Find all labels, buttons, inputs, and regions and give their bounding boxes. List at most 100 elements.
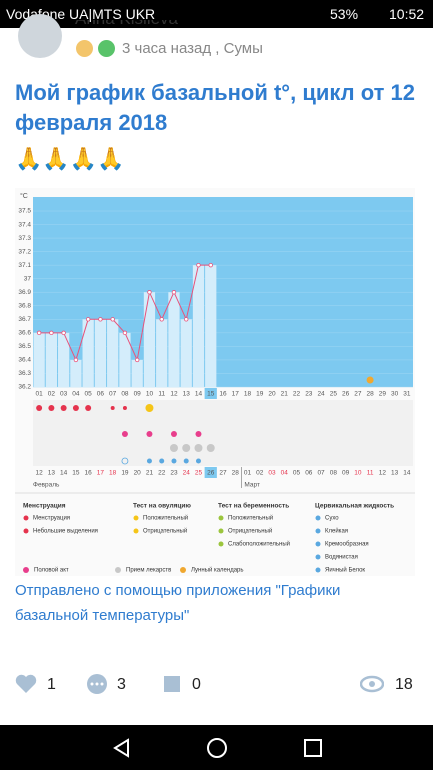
- drop-icon: [72, 405, 79, 411]
- pill-icon: [182, 444, 191, 452]
- drop-icon: [36, 405, 43, 411]
- extra-icon: [180, 567, 186, 573]
- emoji-icon: [76, 40, 93, 57]
- drop-icon: [85, 405, 92, 411]
- like-icon[interactable]: [14, 672, 38, 696]
- bar: [94, 319, 107, 387]
- drop-icon: [110, 406, 115, 410]
- legend-title: Тест на овуляцию: [133, 503, 191, 510]
- dry-icon: [121, 457, 129, 465]
- date-label: 27: [219, 470, 227, 477]
- temp-point: [134, 357, 140, 363]
- legend-icon: [218, 528, 224, 534]
- date-label: 13: [48, 470, 56, 477]
- bar: [107, 319, 119, 387]
- home-button[interactable]: [205, 736, 229, 760]
- month-label: Март: [244, 482, 260, 489]
- post-title: Мой график базальной t°, цикл от 12 февр…: [15, 80, 415, 135]
- repost-icon[interactable]: [160, 672, 184, 696]
- avatar[interactable]: [18, 14, 62, 58]
- recents-button[interactable]: [302, 737, 324, 759]
- fluid-icon: [146, 458, 152, 464]
- bar: [192, 265, 205, 387]
- date-label: 19: [121, 470, 129, 477]
- status-bar: Vodafone UA|MTS UKR 53% 10:52: [0, 0, 433, 28]
- legend-icon: [315, 515, 321, 521]
- x-tick-label: 22: [293, 391, 301, 398]
- today-box: [204, 467, 217, 478]
- extra-icon: [115, 567, 121, 573]
- x-tick-label: 03: [60, 391, 68, 398]
- temp-point: [159, 317, 164, 322]
- temp-point: [147, 290, 152, 295]
- x-tick-label: 02: [48, 391, 56, 398]
- heart-icon: [170, 431, 177, 437]
- extra-icon: [23, 567, 29, 573]
- legend-item: Яичный Белок: [325, 567, 365, 574]
- bar: [168, 292, 180, 387]
- y-tick-label: 36.9: [18, 289, 31, 296]
- like-count: 1: [47, 676, 56, 693]
- x-tick-label: 19: [256, 391, 264, 398]
- date-label: 21: [146, 470, 154, 477]
- legend-icon: [315, 541, 321, 547]
- date-label: 09: [342, 470, 350, 477]
- y-tick-label: 37.4: [18, 221, 31, 228]
- y-tick-label: 36.7: [18, 316, 31, 323]
- x-tick-label: 21: [281, 391, 289, 398]
- emoji: 🙏🙏🙏🙏: [15, 146, 125, 171]
- battery: 53%: [330, 6, 359, 22]
- bar: [82, 319, 94, 387]
- legend-item: Слабоположительный: [228, 541, 290, 548]
- legend-icon: [315, 528, 321, 534]
- unit-label: °C: [20, 192, 28, 200]
- date-label: 20: [134, 470, 142, 477]
- y-tick-label: 36.8: [18, 302, 31, 309]
- drop-icon: [48, 405, 55, 411]
- bar: [119, 332, 131, 387]
- bar: [70, 359, 82, 387]
- bar: [58, 332, 70, 387]
- author[interactable]: Anna Kisileva: [75, 20, 178, 29]
- x-tick-label: 29: [379, 391, 387, 398]
- legend-icon: [218, 515, 224, 521]
- heart-icon: [195, 431, 202, 437]
- legend-icon: [23, 515, 29, 521]
- legend-icon: [23, 528, 29, 534]
- legend-icon: [133, 528, 139, 534]
- temp-point: [98, 317, 103, 322]
- legend-item: Водянистая: [325, 555, 358, 561]
- comment-icon[interactable]: [85, 673, 109, 697]
- symbol-grid: [33, 400, 413, 466]
- ovulation-icon: [145, 404, 154, 412]
- back-button[interactable]: [110, 737, 132, 759]
- x-tick-label: 15: [207, 391, 215, 398]
- x-tick-label: 17: [232, 391, 240, 398]
- pill-icon: [169, 444, 178, 452]
- date-label: 08: [330, 470, 338, 477]
- post-footer[interactable]: Отправлено с помощью приложения "Графики…: [15, 582, 341, 624]
- legend-title: Цервикальная жидкость: [315, 503, 394, 510]
- temp-point: [110, 317, 115, 322]
- views-count: 18: [395, 676, 413, 693]
- date-label: 03: [268, 470, 276, 477]
- legend-item: Менструация: [33, 516, 70, 522]
- x-tick-label: 13: [183, 391, 191, 398]
- y-tick-label: 36.2: [18, 384, 31, 391]
- online-icon: [98, 40, 115, 57]
- legend-icon: [133, 515, 139, 521]
- legend-icon: [315, 567, 321, 573]
- y-tick-label: 37.1: [18, 262, 31, 269]
- date-label: 14: [403, 470, 411, 477]
- temp-point: [184, 317, 189, 322]
- x-tick-label: 25: [330, 391, 338, 398]
- date-label: 25: [195, 470, 203, 477]
- legend-title: Менструация: [23, 503, 66, 510]
- x-tick-label: 20: [268, 391, 276, 398]
- temp-point: [61, 330, 66, 336]
- extra-item: Прием лекарств: [126, 568, 171, 574]
- fluid-icon: [159, 458, 165, 464]
- x-tick-label: 31: [403, 391, 411, 398]
- moon-icon: [366, 376, 374, 384]
